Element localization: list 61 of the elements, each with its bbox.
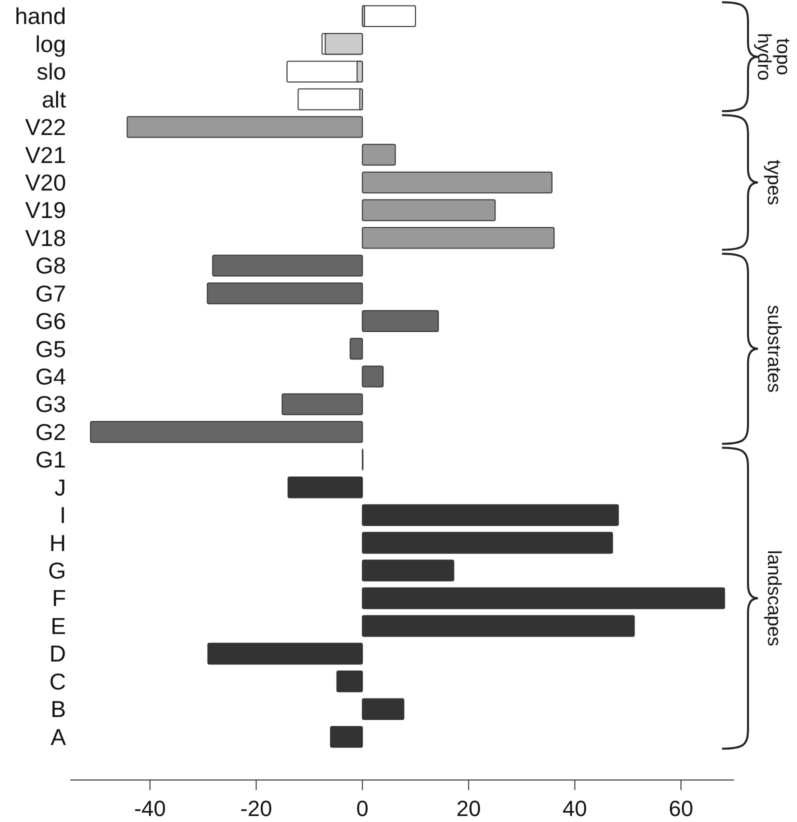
y-tick-label: alt xyxy=(42,86,67,112)
bar xyxy=(336,670,363,692)
y-tick-label: G4 xyxy=(35,364,66,390)
y-tick-label: G2 xyxy=(35,418,66,445)
y-tick-label: V19 xyxy=(25,197,66,224)
bar xyxy=(350,338,363,360)
bar xyxy=(362,560,454,582)
y-tick-label: hand xyxy=(14,3,66,30)
y-tick-label: V22 xyxy=(25,114,66,140)
bar xyxy=(206,282,363,304)
bar xyxy=(298,88,363,110)
x-tick-label: -40 xyxy=(134,796,166,821)
x-tick-label: 0 xyxy=(356,796,369,821)
y-tick-label: V21 xyxy=(25,142,66,168)
bar xyxy=(362,504,619,526)
bar xyxy=(362,615,635,637)
y-tick-label: slo xyxy=(36,58,66,85)
y-tick-label: log xyxy=(35,30,66,57)
bar xyxy=(362,199,496,222)
bar xyxy=(126,116,363,138)
x-tick-label: 40 xyxy=(562,796,588,821)
bar xyxy=(207,642,363,665)
bar xyxy=(282,393,363,416)
text: topo hydro xyxy=(753,32,793,81)
bar xyxy=(288,476,363,498)
y-tick-label: I xyxy=(60,502,66,528)
bar xyxy=(362,310,439,332)
x-tick-label: 60 xyxy=(668,796,694,821)
y-tick-label: G xyxy=(48,558,66,584)
y-tick-label: G6 xyxy=(35,308,66,334)
y-tick-label: H xyxy=(49,530,66,556)
y-tick-label: G5 xyxy=(35,336,66,362)
text: types xyxy=(763,160,784,206)
bar xyxy=(212,254,363,277)
y-tick-label: G3 xyxy=(35,391,66,418)
bar xyxy=(362,698,404,720)
y-tick-label: D xyxy=(49,640,66,667)
bar xyxy=(362,5,416,28)
bar xyxy=(330,726,363,748)
bar xyxy=(362,532,613,554)
bar xyxy=(362,172,552,194)
y-tick-label: G8 xyxy=(35,252,66,279)
x-tick-label: -20 xyxy=(240,796,272,821)
y-tick-label: G1 xyxy=(35,446,66,473)
bar xyxy=(90,421,363,443)
y-tick-label: B xyxy=(50,696,66,722)
text: landscapes xyxy=(763,550,784,646)
y-tick-label: E xyxy=(50,612,66,639)
text: substrates xyxy=(763,304,784,393)
bar xyxy=(362,587,726,610)
y-tick-label: F xyxy=(52,585,66,612)
y-tick-label: G7 xyxy=(35,280,66,306)
y-tick-label: A xyxy=(50,724,67,750)
y-tick-label: V20 xyxy=(25,169,66,196)
y-tick-label: C xyxy=(49,668,66,694)
y-tick-label: J xyxy=(54,474,66,500)
bar xyxy=(362,366,384,388)
x-tick-label: 20 xyxy=(456,796,481,821)
bar xyxy=(362,144,396,166)
y-tick-label: V18 xyxy=(25,224,66,251)
bar xyxy=(362,227,555,249)
